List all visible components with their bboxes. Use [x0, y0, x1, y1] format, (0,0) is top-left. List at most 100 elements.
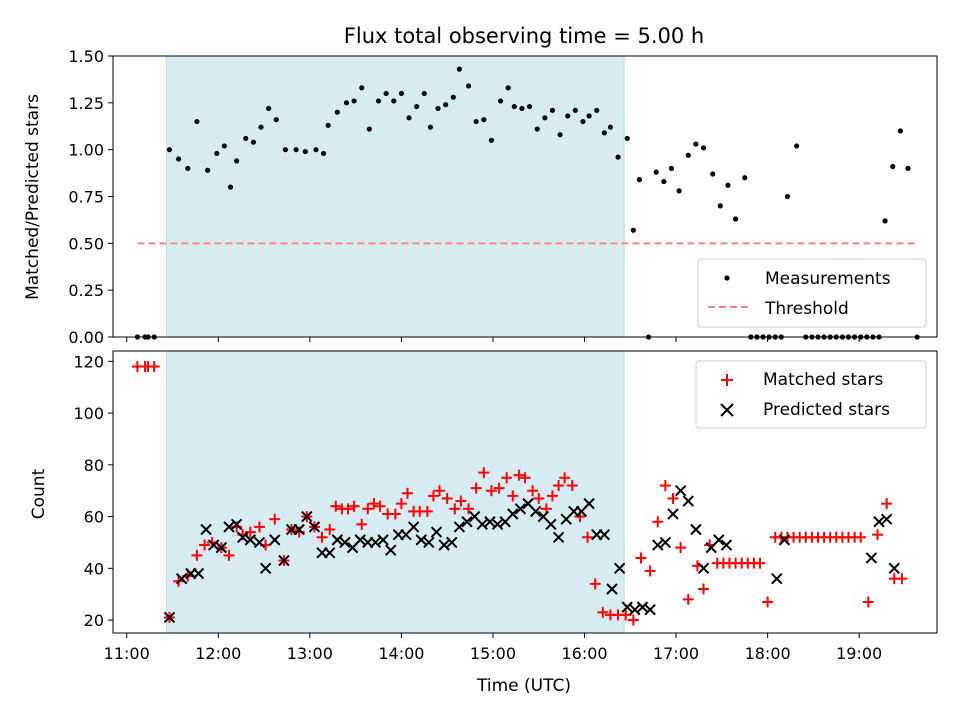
predicted-star-point [331, 534, 344, 546]
measurement-point [473, 118, 479, 125]
predicted-star-point [446, 536, 458, 549]
matched-star-point [501, 472, 513, 484]
y-tick-label: 1.50 [68, 47, 104, 66]
measurement-point [565, 113, 571, 119]
top-legend-frame [697, 258, 927, 328]
predicted-star-point [682, 495, 694, 507]
matched-star-point [389, 508, 401, 520]
measurement-point [334, 109, 340, 115]
measurement-point [661, 178, 667, 185]
measurement-point [653, 169, 659, 175]
y-tick-label: 0.25 [68, 281, 104, 300]
legend-threshold-label: Threshold [764, 299, 849, 319]
measurement-point [359, 85, 365, 91]
matched-star-point [269, 513, 281, 525]
predicted-star-point [175, 572, 188, 585]
matched-star-point [463, 503, 475, 515]
predicted-star-point [200, 523, 212, 536]
predicted-star-point [269, 534, 281, 546]
predicted-star-point [293, 523, 305, 536]
x-tick-label: 15:00 [470, 644, 516, 663]
shaded-interval [165, 350, 625, 634]
measurement-point [325, 122, 331, 128]
measurement-point [398, 90, 404, 97]
measurement-point [725, 182, 731, 188]
measurement-point [784, 193, 791, 200]
predicted-star-point [720, 539, 733, 551]
matched-star-point [507, 490, 519, 502]
matched-star-point [667, 492, 679, 504]
predicted-star-point [598, 528, 611, 541]
bottom-y-axis-label: Count [29, 468, 49, 519]
matched-star-point [402, 487, 414, 499]
predicted-star-point [713, 534, 725, 546]
measurement-point [273, 117, 279, 123]
predicted-star-point [354, 534, 366, 546]
axes-frame [112, 350, 938, 634]
top-y-axis-label: Matched/Predicted stars [23, 94, 43, 300]
x-axis-label: Time (UTC) [476, 676, 571, 696]
measurement-point [351, 98, 357, 104]
y-tick-label: 120 [73, 352, 104, 371]
predicted-star-point [369, 536, 382, 549]
matched-star-point [348, 500, 360, 512]
matched-star-point [862, 596, 874, 608]
matched-star-point [441, 492, 453, 504]
predicted-star-point [223, 521, 235, 533]
measurement-point [897, 128, 903, 134]
x-tick-label: 11:00 [104, 644, 150, 663]
predicted-star-point [583, 497, 595, 510]
predicted-star-point [415, 534, 427, 546]
matched-star-point [421, 505, 433, 517]
x-tick-label: 17:00 [653, 644, 699, 663]
predicted-star-point [865, 552, 878, 564]
predicted-star-point [385, 544, 397, 556]
matched-star-point [589, 578, 601, 590]
measurement-point [366, 126, 372, 132]
measurement-point [534, 126, 540, 132]
matched-star-point [762, 596, 774, 608]
predicted-star-point [880, 513, 893, 525]
matched-star-point [449, 503, 461, 515]
predicted-star-point [163, 611, 176, 624]
predicted-star-point [873, 516, 885, 528]
y-tick-label: 60 [84, 508, 104, 527]
measurement-point [456, 66, 462, 72]
y-tick-label: 0.75 [68, 188, 104, 207]
predicted-star-point [697, 562, 710, 575]
measurement-point [406, 115, 412, 121]
matched-star-point [316, 531, 328, 543]
measurement-point [481, 117, 487, 123]
measurement-point [214, 150, 220, 157]
measurement-point [320, 150, 327, 157]
measurement-point [594, 107, 600, 113]
measurement-point [794, 143, 800, 149]
measurement-point [282, 147, 289, 153]
matched-star-point [533, 492, 545, 504]
measurement-point [526, 103, 533, 110]
matched-star-point [253, 521, 265, 533]
measurement-point [250, 139, 256, 145]
matched-star-point [434, 485, 446, 497]
measurement-point [549, 107, 556, 113]
x-tick-label: 13:00 [287, 644, 333, 663]
matched-star-point [342, 503, 354, 515]
predicted-star-point [778, 534, 791, 546]
predicted-star-point [244, 534, 257, 546]
measurement-point [313, 147, 319, 153]
predicted-star-point [259, 562, 272, 575]
matched-star-point [148, 361, 160, 373]
measurement-point [234, 158, 240, 164]
bottom-legend: Matched stars Predicted stars [695, 360, 927, 429]
predicted-star-point [278, 554, 290, 567]
predicted-star-point [888, 562, 900, 575]
legend-matched-marker [721, 374, 733, 386]
measurement-point [343, 100, 350, 106]
predicted-star-point [659, 536, 672, 549]
predicted-star-point [339, 536, 351, 549]
matched-star-point [395, 498, 407, 510]
predicted-star-point [674, 484, 687, 497]
predicted-star-point [613, 562, 626, 575]
measurement-point [717, 203, 723, 209]
